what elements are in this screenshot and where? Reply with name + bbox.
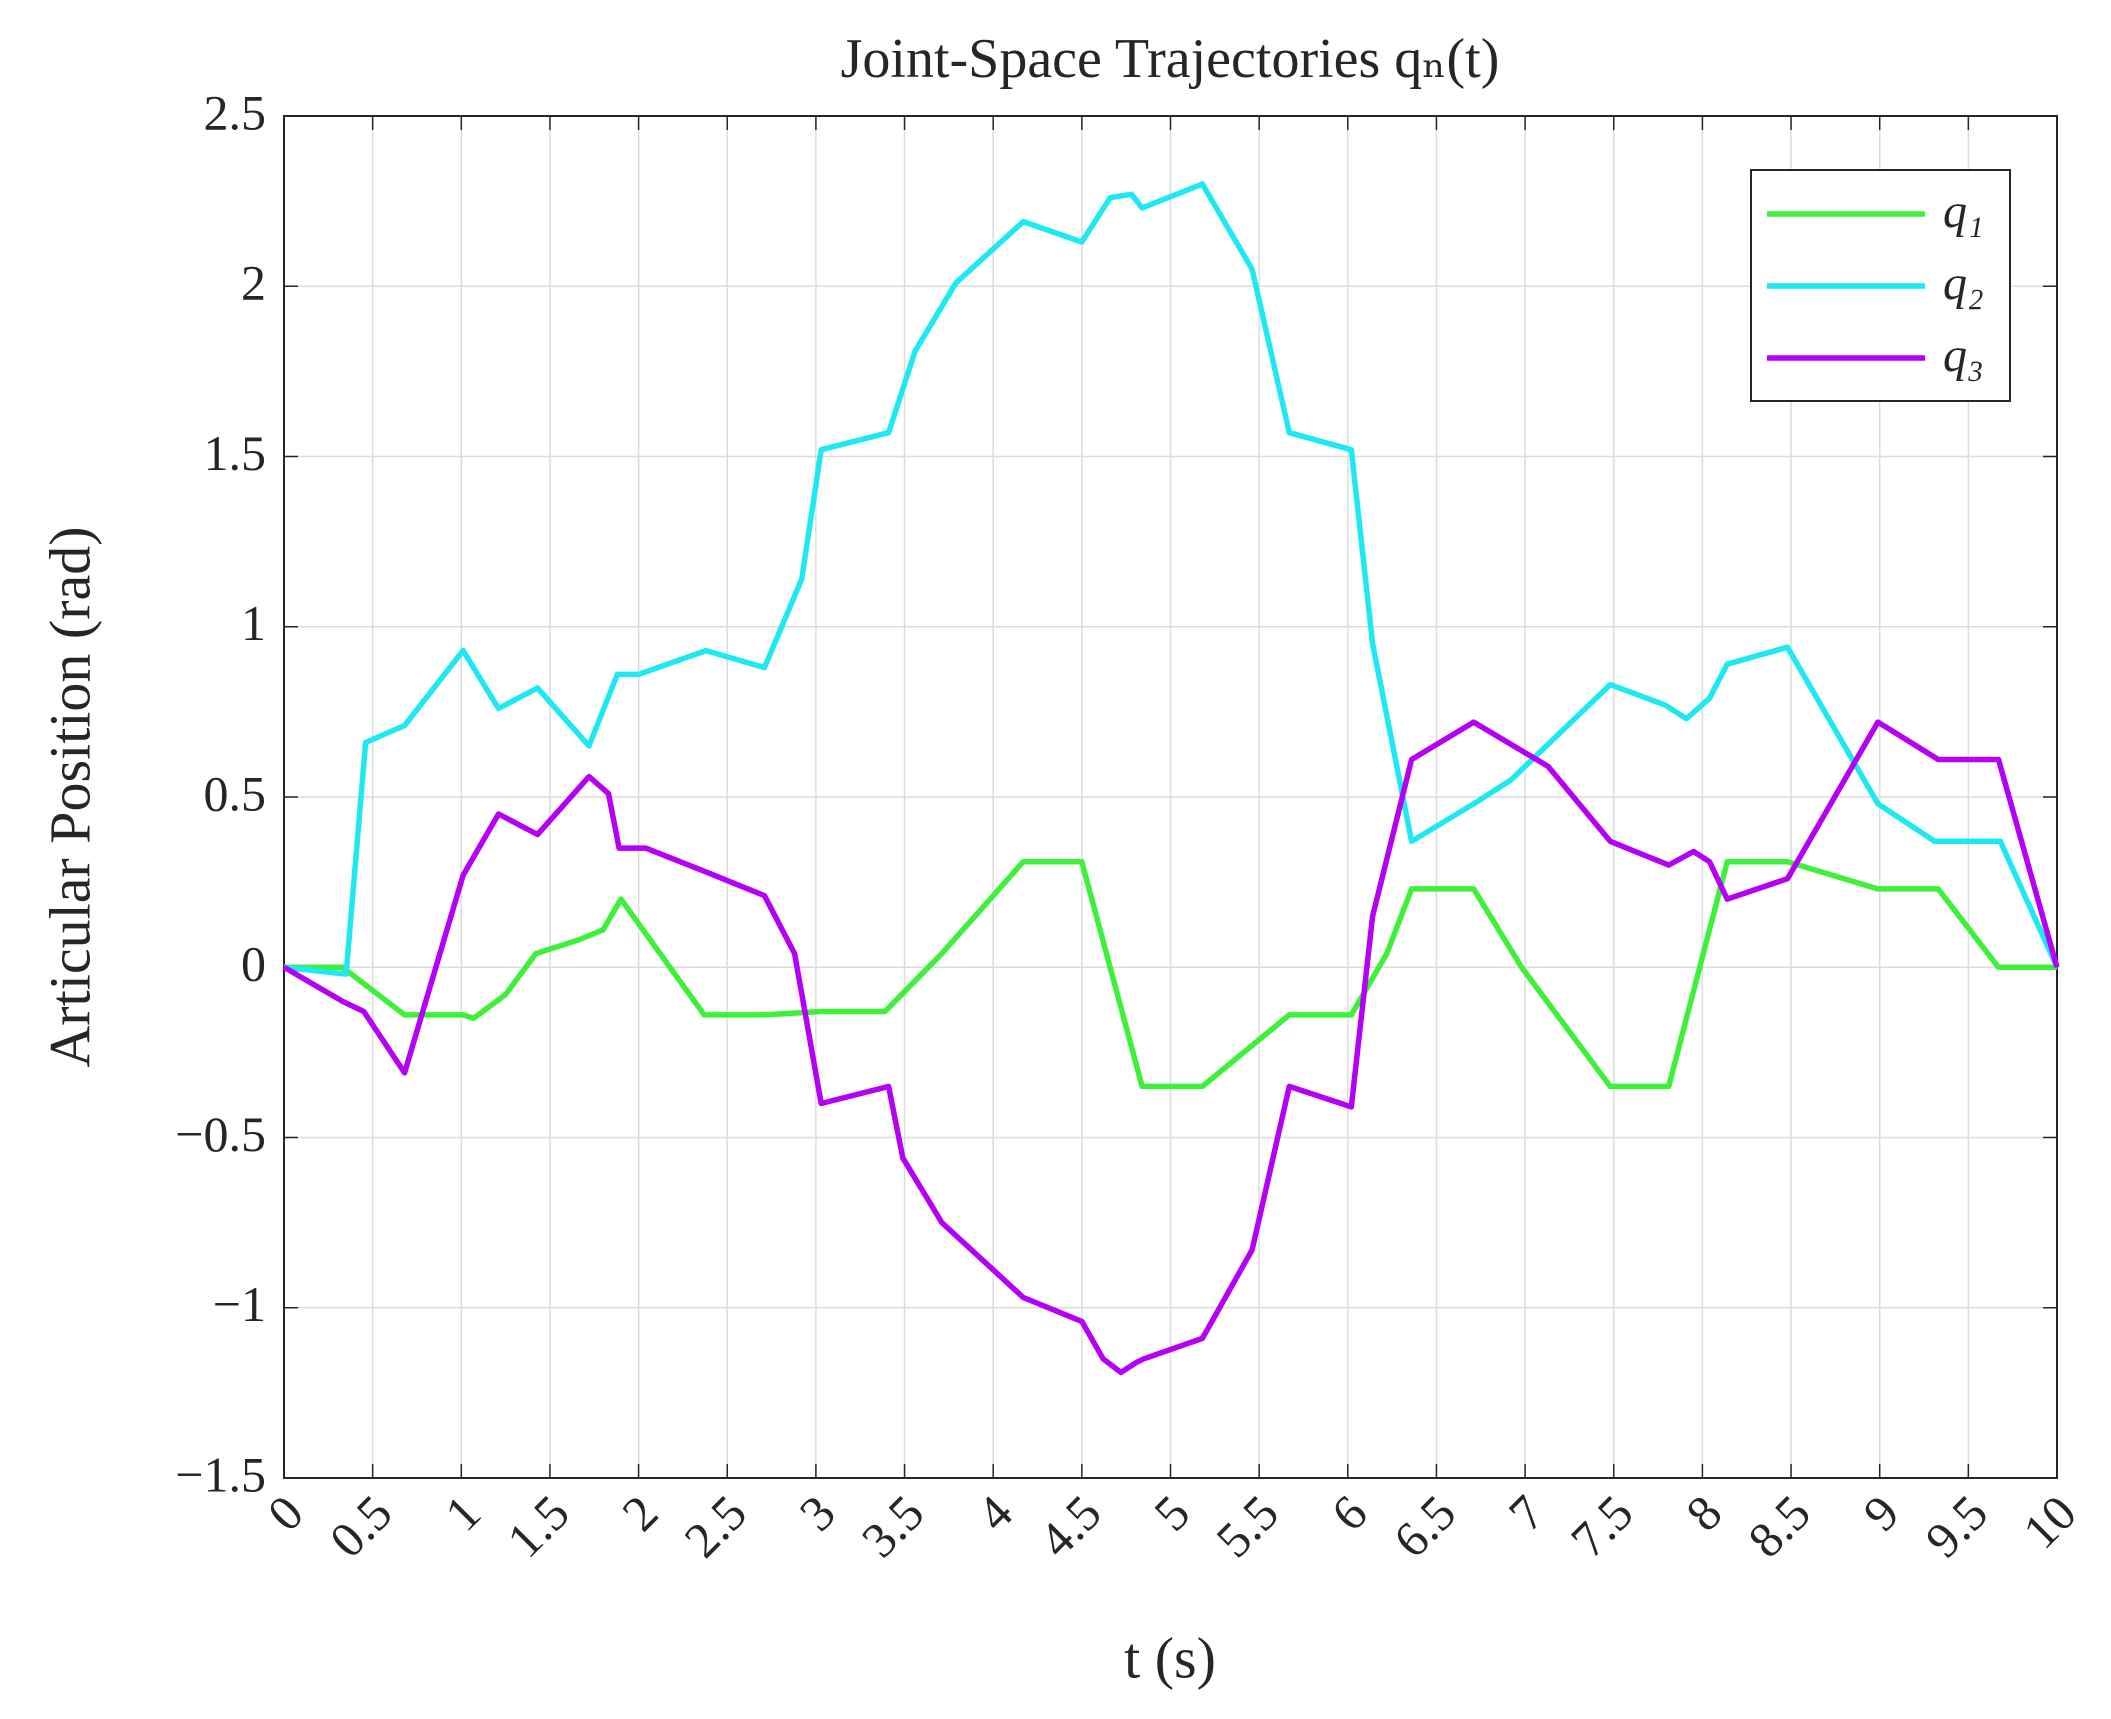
series-line xyxy=(284,858,2057,1090)
y-tick-label: 2.5 xyxy=(204,84,267,140)
y-axis-label: Articular Position (rad) xyxy=(37,526,102,1067)
y-tick-label: 1.5 xyxy=(204,425,267,481)
x-tick-label: 4.5 xyxy=(1028,1484,1112,1568)
x-tick-label: 3 xyxy=(789,1484,846,1541)
x-tick-label: 5.5 xyxy=(1205,1484,1289,1568)
x-tick-label: 8 xyxy=(1675,1484,1732,1541)
series-line xyxy=(283,181,2060,977)
x-tick-label: 9.5 xyxy=(1914,1484,1998,1568)
y-tick-label: −1.5 xyxy=(175,1446,266,1502)
legend-label: q₁ xyxy=(1943,185,1984,238)
legend-label: q₃ xyxy=(1943,329,1984,382)
x-tick-label: 8.5 xyxy=(1737,1484,1821,1568)
y-tick-label: 1 xyxy=(241,595,266,651)
x-tick-label: 7 xyxy=(1498,1484,1555,1541)
x-tick-label: 1.5 xyxy=(496,1484,580,1568)
x-tick-label: 2 xyxy=(611,1484,668,1541)
y-tick-label: −1 xyxy=(213,1276,266,1332)
x-tick-label: 7.5 xyxy=(1560,1484,1644,1568)
series-line xyxy=(282,719,2060,1376)
x-axis-label: t (s) xyxy=(1124,1625,1216,1690)
legend: q₁ q₂ q₃ xyxy=(1750,169,2011,402)
x-tick-label: 6 xyxy=(1320,1484,1377,1541)
x-tick-label: 6.5 xyxy=(1383,1484,1467,1568)
y-tick-label: −0.5 xyxy=(175,1106,266,1162)
x-tick-label: 5 xyxy=(1143,1484,1200,1541)
y-tick-label: 0 xyxy=(241,936,266,992)
plot-frame xyxy=(283,115,2058,1479)
chart-title: Joint-Space Trajectories qₙ(t) xyxy=(841,28,1500,90)
x-tick-label: 3.5 xyxy=(851,1484,935,1568)
x-tick-label: 10 xyxy=(2012,1484,2087,1559)
y-tick-label: 0.5 xyxy=(204,765,267,821)
x-tick-label: 9 xyxy=(1852,1484,1909,1541)
x-tick-label: 1 xyxy=(434,1484,491,1541)
x-tick-label: 4 xyxy=(966,1484,1023,1541)
y-tick-label: 2 xyxy=(241,255,266,311)
x-tick-label: 2.5 xyxy=(673,1484,757,1568)
x-tick-label: 0.5 xyxy=(319,1484,403,1568)
legend-label: q₂ xyxy=(1943,257,1984,310)
